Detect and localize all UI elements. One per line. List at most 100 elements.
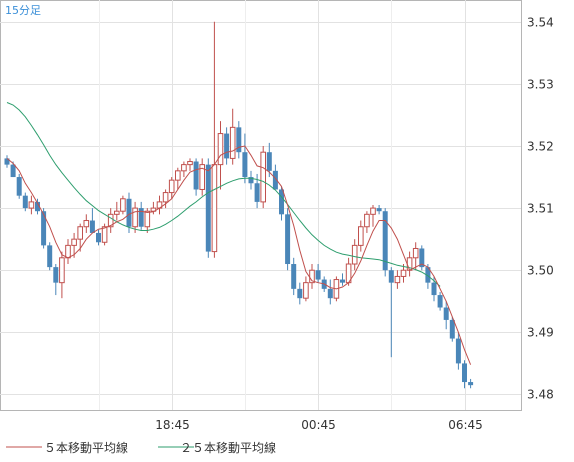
candle-body-down — [468, 382, 474, 386]
x-axis-labels: 18:45 00:45 06:45 — [155, 418, 483, 432]
candle-body-down — [96, 232, 101, 243]
candle — [242, 133, 248, 184]
candle — [175, 167, 181, 190]
candle-body-up — [211, 164, 218, 253]
candle — [443, 301, 449, 330]
candle — [53, 264, 59, 296]
candle-body-down — [138, 208, 144, 227]
candle-body-down — [455, 338, 461, 364]
candle — [181, 161, 187, 178]
candle — [449, 316, 455, 342]
candle-body-down — [285, 214, 291, 265]
candle-body-down — [53, 267, 59, 283]
candle — [236, 121, 242, 159]
candle-body-up — [394, 275, 401, 284]
candle — [327, 279, 333, 305]
candle-body-up — [132, 207, 138, 228]
candle — [272, 164, 278, 190]
candle-body-down — [437, 295, 443, 308]
candle-body-down — [35, 201, 40, 212]
candle-body-up — [400, 269, 407, 277]
candle — [382, 208, 388, 277]
y-axis-labels: 3.54 3.53 3.52 3.51 3.50 3.49 3.48 — [527, 16, 554, 402]
candle-body-down — [425, 267, 431, 283]
candle-body-down — [443, 307, 449, 320]
candle-body-down — [462, 363, 467, 383]
candle-body-down — [205, 164, 211, 252]
candle — [351, 239, 358, 271]
candle-body-down — [242, 152, 248, 178]
candle-body-down — [266, 152, 272, 171]
candle — [187, 158, 193, 171]
candle — [468, 378, 474, 389]
candle-body-up — [303, 282, 309, 299]
candle-body-up — [168, 179, 175, 194]
candle — [138, 201, 144, 230]
candle-body-down — [279, 189, 284, 215]
ma5-line — [6, 145, 472, 365]
candle-body-down — [272, 170, 278, 190]
candle-body-up — [187, 161, 193, 166]
legend: ５本移動平均線 ２５本移動平均線 — [6, 440, 276, 455]
candle-body-down — [22, 195, 28, 209]
candle — [303, 276, 309, 302]
candle-body-up — [71, 238, 77, 246]
candles — [4, 21, 474, 389]
candle-body-up — [28, 201, 35, 209]
candle-body-down — [126, 198, 132, 227]
candle — [47, 242, 53, 271]
candle — [59, 251, 65, 299]
candle-body-up — [120, 198, 126, 212]
candle-body-down — [224, 133, 230, 159]
candle-body-up — [260, 151, 266, 203]
candle — [358, 220, 364, 252]
candle — [224, 127, 230, 165]
candle-body-up — [144, 210, 151, 228]
chart-title: 15分足 — [5, 4, 41, 17]
candle-body-down — [4, 158, 10, 165]
candle-body-up — [65, 244, 71, 259]
candle-body-up — [199, 164, 205, 190]
candle-body-down — [382, 211, 388, 271]
candle — [394, 270, 401, 289]
candle — [193, 158, 199, 196]
candle — [35, 198, 40, 215]
candle — [120, 195, 126, 215]
candle-body-up — [83, 220, 90, 228]
candle — [285, 208, 291, 271]
candle-body-down — [376, 208, 382, 212]
candle-body-down — [248, 177, 254, 184]
candle-body-down — [193, 161, 199, 190]
candle — [297, 282, 303, 305]
candle — [83, 214, 90, 233]
candle-body-down — [16, 177, 22, 196]
y-tick-label: 3.50 — [527, 264, 554, 278]
candle-body-down — [254, 183, 260, 202]
candle — [229, 108, 236, 165]
y-tick-label: 3.53 — [527, 78, 554, 92]
candle-body-up — [181, 164, 187, 172]
candle — [419, 245, 425, 271]
candle-body-up — [217, 133, 224, 166]
candle — [107, 208, 114, 233]
x-tick-label: 06:45 — [448, 418, 483, 432]
candle-body-up — [162, 192, 169, 203]
candle — [400, 264, 407, 283]
candle — [22, 192, 28, 212]
candle — [437, 291, 443, 311]
candle-body-up — [59, 257, 65, 284]
plot-frame — [0, 0, 522, 411]
candle-body-down — [419, 248, 425, 268]
candle — [114, 201, 120, 221]
candle-body-down — [388, 270, 394, 283]
candle — [364, 211, 370, 233]
x-tick-label: 00:45 — [301, 418, 336, 432]
candle — [462, 360, 467, 389]
candle — [315, 264, 321, 283]
candle — [266, 142, 272, 178]
legend-ma5-label: ５本移動平均線 — [44, 440, 128, 455]
candle — [260, 145, 266, 209]
candle — [162, 189, 169, 209]
candle-body-down — [89, 220, 95, 233]
candle — [376, 205, 382, 215]
